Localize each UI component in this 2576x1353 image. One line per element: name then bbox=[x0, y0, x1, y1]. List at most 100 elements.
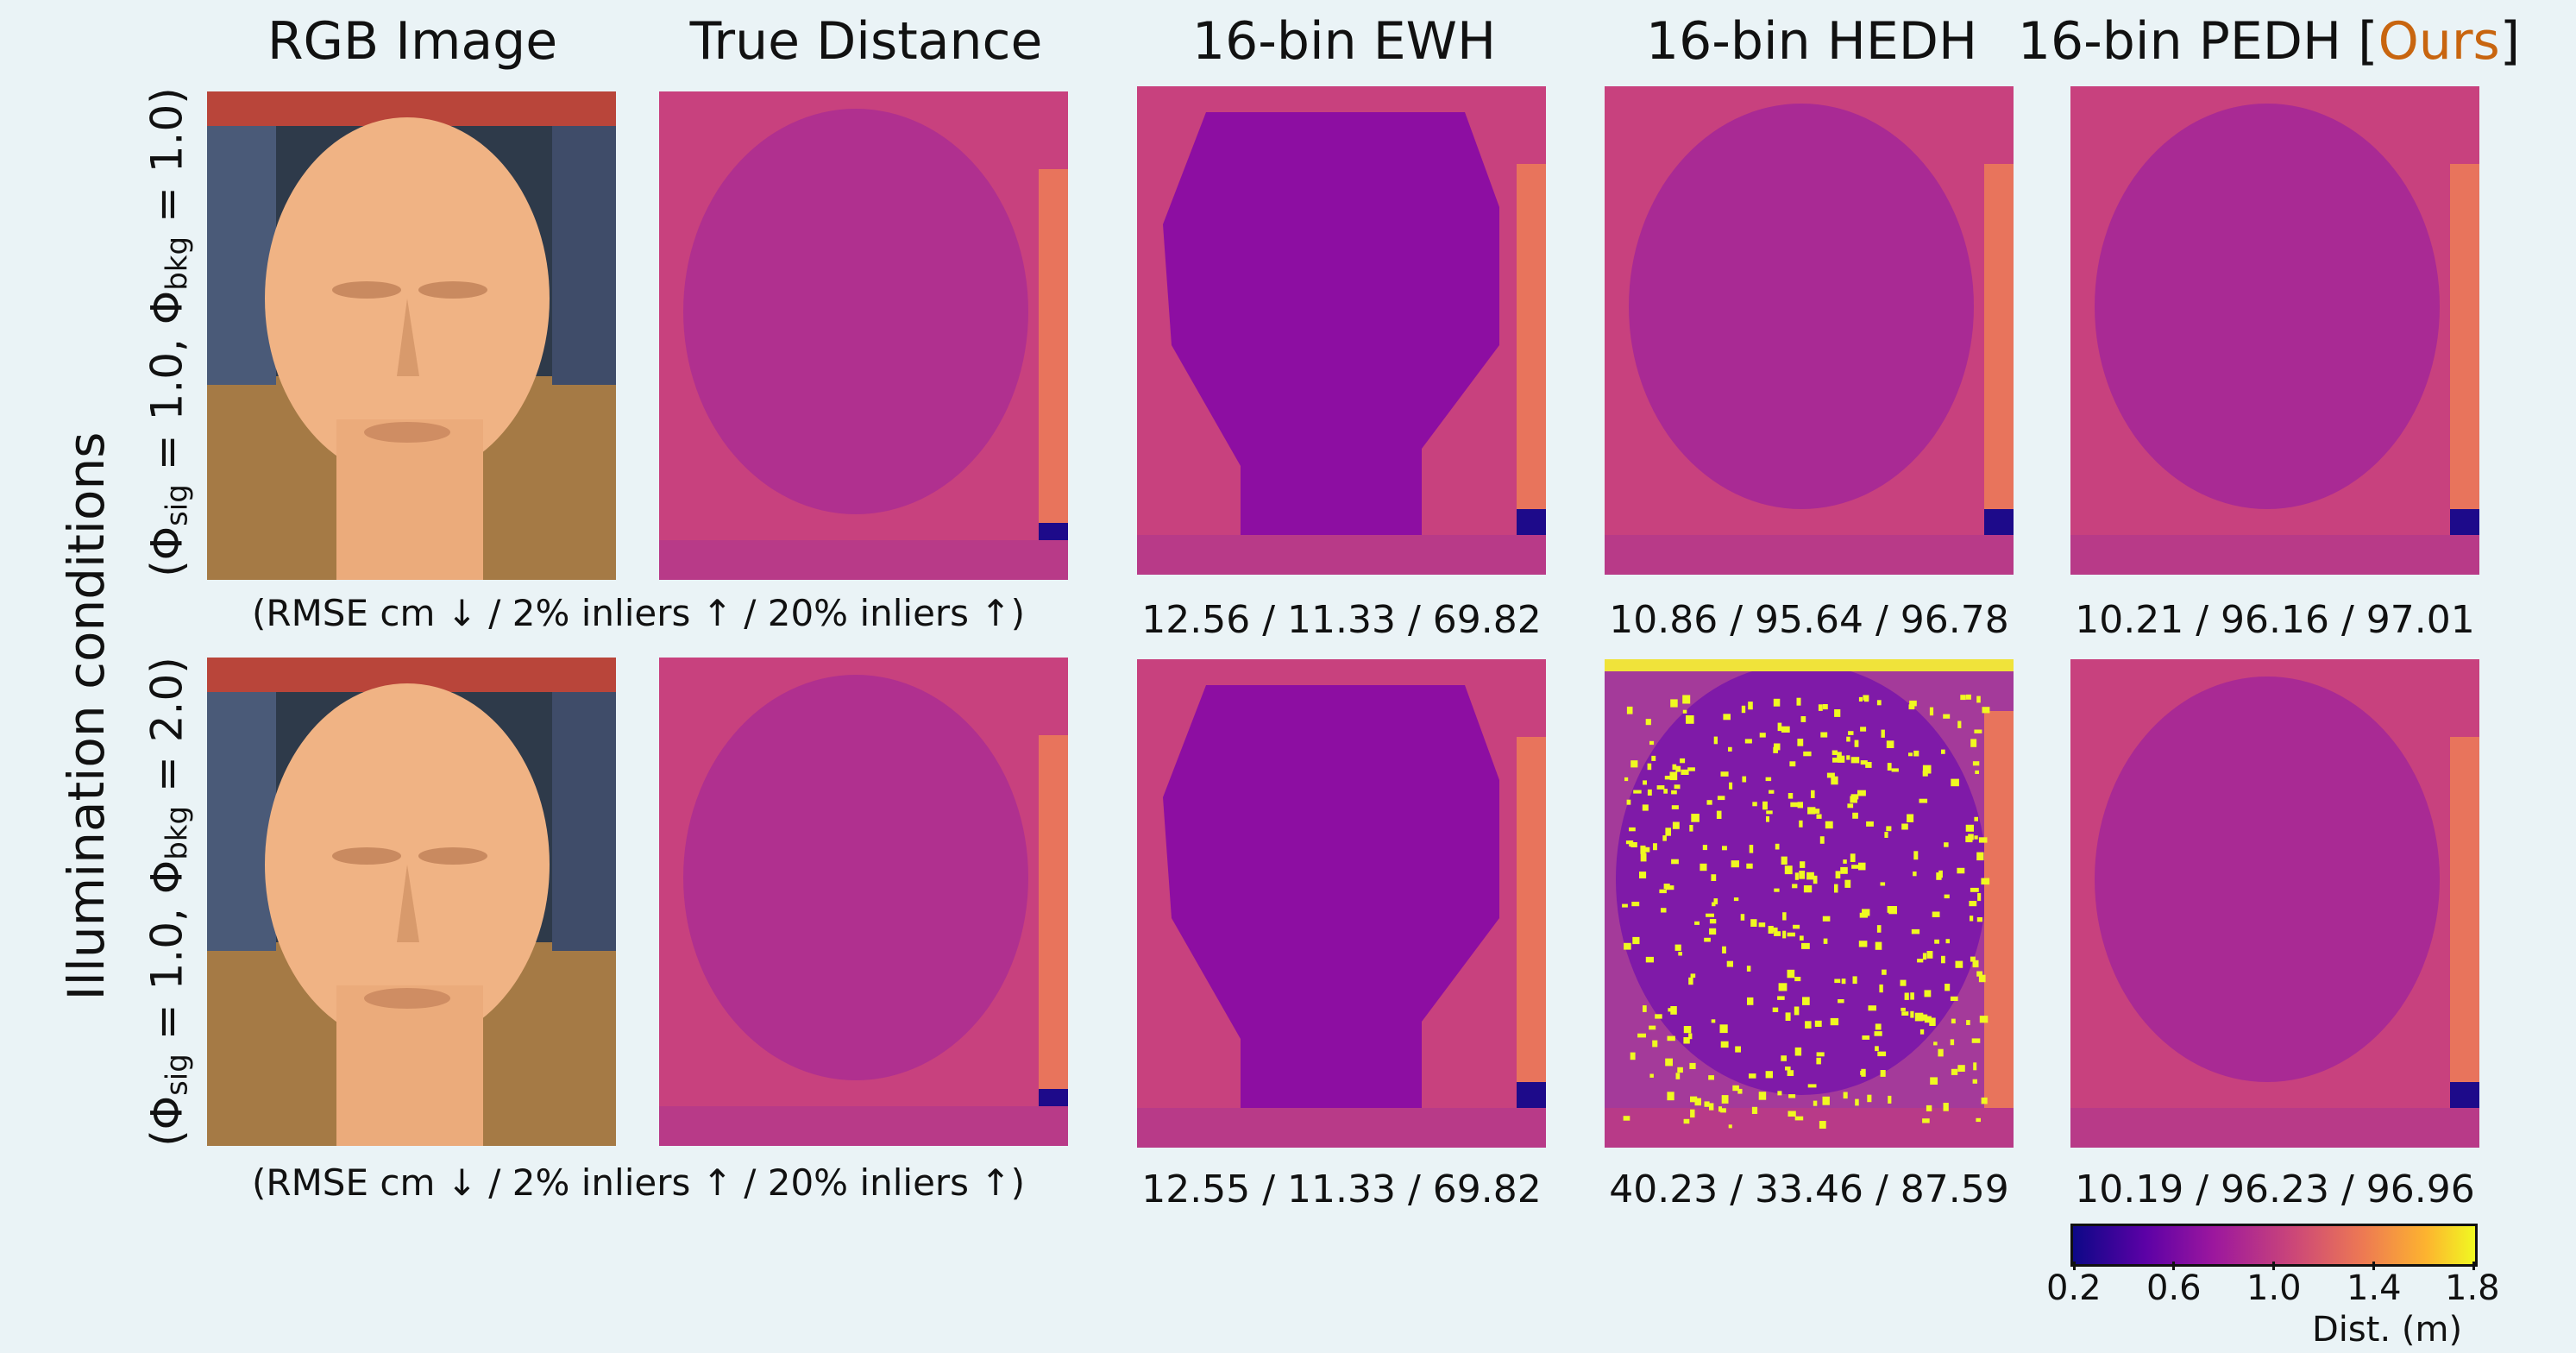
noise-speckle bbox=[1683, 1026, 1692, 1034]
noise-speckle bbox=[1934, 939, 1939, 944]
noise-speckle bbox=[1706, 913, 1714, 917]
noise-speckle bbox=[1649, 740, 1655, 746]
colorbar-tickmark bbox=[2372, 1262, 2375, 1270]
noise-speckle bbox=[1797, 802, 1803, 809]
noise-speckle bbox=[1926, 1104, 1932, 1111]
noise-speckle bbox=[1674, 944, 1681, 951]
noise-speckle bbox=[1838, 755, 1845, 763]
noise-speckle bbox=[1811, 790, 1815, 798]
noise-speckle bbox=[1630, 760, 1638, 768]
noise-speckle bbox=[1651, 755, 1656, 761]
noise-speckle bbox=[1922, 765, 1932, 774]
noise-speckle bbox=[1850, 796, 1857, 803]
noise-speckle bbox=[1765, 1071, 1773, 1079]
noise-speckle bbox=[1688, 1033, 1693, 1040]
noise-speckle bbox=[1970, 916, 1974, 922]
noise-speckle bbox=[1838, 999, 1844, 1004]
noise-speckle bbox=[1671, 790, 1677, 795]
noise-speckle bbox=[1943, 1103, 1949, 1111]
noise-speckle bbox=[1721, 1095, 1729, 1104]
noise-speckle bbox=[1622, 903, 1628, 908]
hedh-metrics-row2: 40.23 / 33.46 / 87.59 bbox=[1609, 1167, 2009, 1211]
noise-speckle bbox=[1818, 704, 1823, 711]
noise-speckle bbox=[1789, 761, 1796, 767]
noise-speckle bbox=[1731, 860, 1739, 868]
noise-speckle bbox=[1974, 729, 1982, 733]
noise-speckle bbox=[1981, 1097, 1988, 1104]
noise-speckle bbox=[1799, 871, 1806, 879]
noise-speckle bbox=[1881, 729, 1885, 738]
noise-speckle bbox=[1669, 771, 1678, 781]
noise-speckle bbox=[1887, 763, 1892, 771]
noise-speckle bbox=[1733, 897, 1739, 902]
noise-speckle bbox=[1879, 984, 1883, 993]
noise-speckle bbox=[1709, 928, 1717, 935]
noise-speckle bbox=[1768, 926, 1774, 934]
noise-speckle bbox=[1797, 739, 1804, 746]
noise-speckle bbox=[1823, 938, 1828, 944]
noise-speckle bbox=[1713, 736, 1718, 745]
noise-speckle bbox=[1671, 805, 1679, 809]
noise-speckle bbox=[1950, 1039, 1955, 1046]
noise-speckle bbox=[1794, 977, 1801, 982]
ewh-row1 bbox=[1137, 86, 1546, 575]
noise-speckle bbox=[1694, 1098, 1701, 1106]
pedh-metrics-row1: 10.21 / 96.16 / 97.01 bbox=[2075, 598, 2475, 642]
noise-speckle bbox=[1850, 757, 1860, 764]
ours-highlight: Ours bbox=[2378, 11, 2500, 72]
noise-speckle bbox=[1966, 694, 1971, 700]
noise-speckle bbox=[1632, 936, 1640, 945]
noise-speckle bbox=[1886, 740, 1894, 748]
noise-speckle bbox=[1663, 789, 1668, 794]
row-label-2: (Φsig = 1.0, Φbkg = 2.0) bbox=[141, 657, 195, 1147]
noise-speckle bbox=[1834, 709, 1841, 717]
noise-speckle bbox=[1825, 821, 1833, 829]
noise-speckle bbox=[1945, 939, 1950, 944]
noise-speckle bbox=[1711, 874, 1717, 881]
noise-speckle bbox=[1922, 1118, 1930, 1123]
noise-speckle bbox=[1643, 1005, 1647, 1012]
noise-speckle bbox=[1670, 699, 1678, 708]
noise-speckle bbox=[1854, 739, 1859, 747]
noise-speckle bbox=[1813, 809, 1820, 814]
noise-speckle bbox=[1630, 842, 1637, 847]
noise-speckle bbox=[1924, 990, 1932, 997]
noise-speckle bbox=[1974, 835, 1978, 840]
noise-speckle bbox=[1951, 778, 1959, 787]
colorbar-tick: 0.2 bbox=[2046, 1268, 2102, 1308]
noise-speckle bbox=[1806, 872, 1814, 880]
noise-speckle bbox=[1765, 777, 1772, 782]
noise-speckle bbox=[1908, 704, 1915, 710]
noise-speckle bbox=[1876, 925, 1882, 933]
noise-speckle bbox=[1649, 1073, 1654, 1078]
noise-speckle bbox=[1680, 758, 1686, 764]
noise-speckle bbox=[1774, 931, 1781, 936]
noise-speckle bbox=[1647, 763, 1652, 771]
noise-speckle bbox=[1709, 1103, 1714, 1111]
noise-speckle bbox=[1966, 1020, 1970, 1025]
noise-speckle bbox=[1901, 1007, 1906, 1011]
noise-speckle bbox=[1661, 908, 1667, 913]
column-title-pedh: 16-bin PEDH [Ours] bbox=[2017, 11, 2521, 72]
hedh-noise bbox=[1622, 694, 1990, 1129]
noise-speckle bbox=[1723, 714, 1731, 721]
noise-speckle bbox=[1626, 706, 1633, 714]
noise-speckle bbox=[1631, 902, 1640, 907]
noise-speckle bbox=[1656, 785, 1665, 790]
colorbar-tickmark bbox=[2172, 1262, 2175, 1270]
noise-speckle bbox=[1837, 752, 1842, 758]
noise-speckle bbox=[1900, 979, 1907, 986]
noise-speckle bbox=[1740, 914, 1745, 921]
colorbar-tick: 1.4 bbox=[2347, 1268, 2402, 1308]
noise-speckle bbox=[1929, 707, 1934, 716]
noise-speckle bbox=[1652, 1040, 1658, 1048]
noise-speckle bbox=[1941, 749, 1945, 754]
noise-speckle bbox=[1748, 702, 1753, 710]
noise-speckle bbox=[1774, 888, 1780, 892]
noise-speckle bbox=[1713, 898, 1718, 905]
rgb-image-row2 bbox=[207, 658, 616, 1146]
noise-speckle bbox=[1922, 953, 1927, 960]
noise-speckle bbox=[1943, 714, 1951, 719]
noise-speckle bbox=[1882, 969, 1887, 975]
noise-speckle bbox=[1704, 1101, 1710, 1107]
